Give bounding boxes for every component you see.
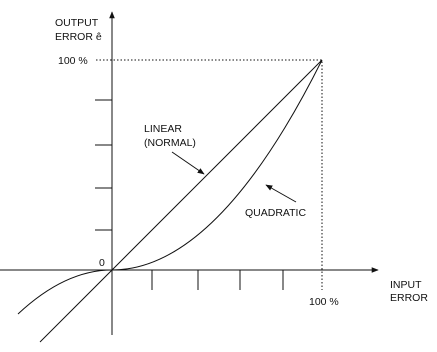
guide-lines (96, 59, 323, 290)
linear-label: (NORMAL) (144, 137, 196, 149)
y-axis-label: ERROR ê (55, 31, 102, 43)
linear-pointer (171, 151, 205, 175)
origin-label: 0 (99, 257, 105, 269)
linear-line (39, 59, 323, 343)
quadratic-label: QUADRATIC (245, 207, 306, 219)
quadratic-curve (17, 59, 323, 315)
x-axis-label: ERROR (390, 292, 428, 304)
y-axis-label: OUTPUT (55, 17, 99, 29)
x-end-label: 100 % (309, 296, 339, 308)
y-ticks (95, 99, 112, 231)
y-top-label: 100 % (58, 55, 88, 67)
linear-label: LINEAR (144, 123, 182, 135)
quadratic-pointer (265, 184, 297, 203)
x-ticks (151, 270, 284, 290)
x-axis-label: INPUT (390, 279, 422, 291)
